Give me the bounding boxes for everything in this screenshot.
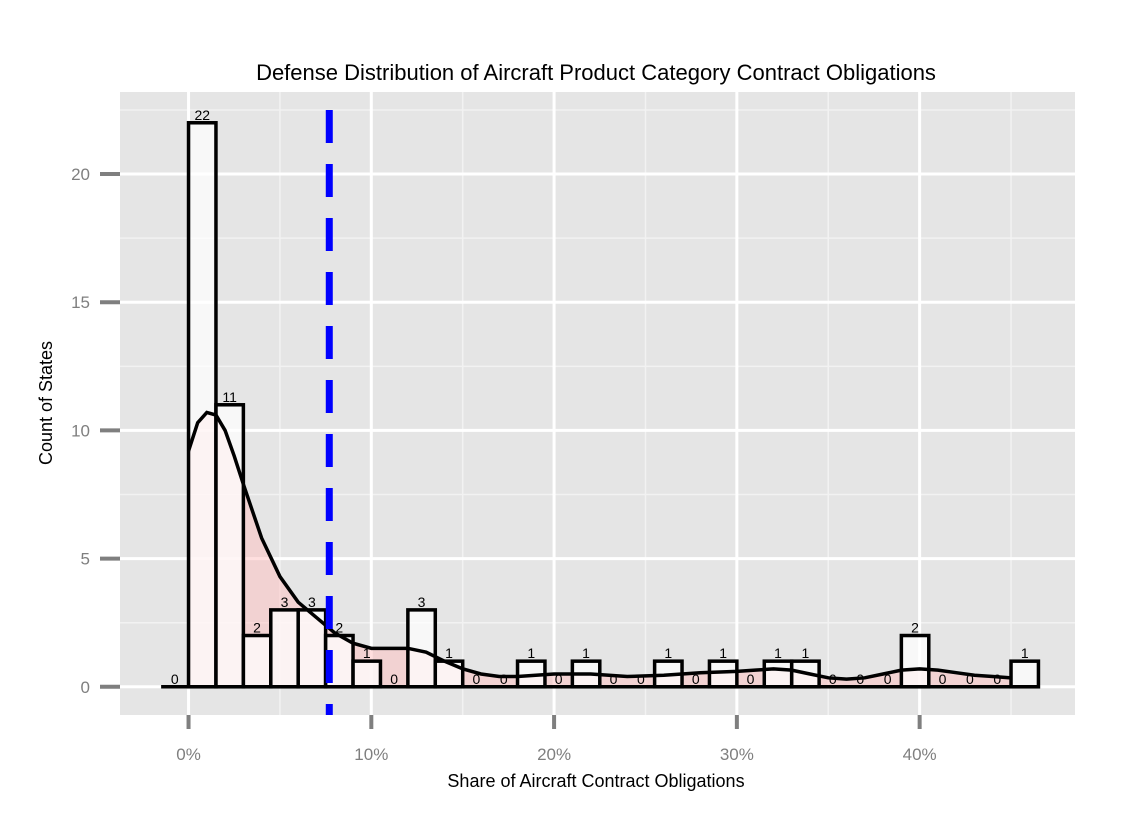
bar-count-label: 1 <box>664 645 672 661</box>
bar-count-label: 0 <box>171 671 179 687</box>
bar-count-label: 0 <box>884 671 892 687</box>
bar-count-label: 3 <box>418 594 426 610</box>
bar-count-label: 1 <box>527 645 535 661</box>
histogram-bar <box>1009 659 1041 689</box>
y-tick-label: 0 <box>81 678 90 697</box>
histogram-bar <box>433 659 465 689</box>
histogram-bar <box>351 659 383 689</box>
bar-count-label: 2 <box>335 620 343 636</box>
x-tick-label: 20% <box>537 745 571 764</box>
bar-count-label: 1 <box>774 645 782 661</box>
bar-count-label: 0 <box>692 671 700 687</box>
bar-count-label: 3 <box>308 594 316 610</box>
y-axis: 0 5 10 15 20 <box>71 165 120 697</box>
y-tick-label: 5 <box>81 550 90 569</box>
bar-count-label: 0 <box>555 671 563 687</box>
histogram-bar <box>762 659 794 689</box>
bar-count-label: 0 <box>500 671 508 687</box>
bar-count-label: 0 <box>747 671 755 687</box>
density-curve-line <box>186 410 1012 681</box>
x-tick-label: 30% <box>720 745 754 764</box>
bar-count-label: 0 <box>993 671 1001 687</box>
density-curve <box>186 410 1012 681</box>
bar-count-label: 11 <box>222 389 237 405</box>
bar-count-label: 1 <box>1021 645 1029 661</box>
bar-count-label: 0 <box>390 671 398 687</box>
bar-count-label: 0 <box>966 671 974 687</box>
x-axis: 0% 10% 20% 30% 40% <box>176 715 937 764</box>
minor-gridlines <box>120 92 1075 715</box>
histogram-bar <box>214 403 246 689</box>
bar-count-label: 1 <box>802 645 810 661</box>
bar-count-label: 0 <box>856 671 864 687</box>
bar-count-label: 1 <box>363 645 371 661</box>
x-tick-label: 10% <box>354 745 388 764</box>
y-tick-label: 20 <box>71 165 90 184</box>
bar-count-label: 0 <box>637 671 645 687</box>
x-tick-label: 40% <box>903 745 937 764</box>
histogram-bar <box>269 608 300 689</box>
y-axis-title: Count of States <box>36 341 56 465</box>
y-tick-label: 15 <box>71 293 90 312</box>
bar-count-label: 1 <box>719 645 727 661</box>
bar-count-label: 0 <box>610 671 618 687</box>
bar-count-label: 1 <box>445 645 453 661</box>
histogram-bar <box>186 121 218 689</box>
bar-count-label: 0 <box>473 671 481 687</box>
bar-count-label: 3 <box>281 594 289 610</box>
y-tick-label: 10 <box>71 421 90 440</box>
x-axis-title: Share of Aircraft Contract Obligations <box>447 771 744 791</box>
chart-title: Defense Distribution of Aircraft Product… <box>256 60 936 85</box>
histogram-bar <box>899 633 931 689</box>
bar-count-label: 2 <box>911 620 919 636</box>
x-tick-label: 0% <box>176 745 201 764</box>
histogram-bar <box>241 633 273 689</box>
bar-count-label: 22 <box>194 107 210 123</box>
bar-count-label: 2 <box>253 620 261 636</box>
bar-count-label: 0 <box>829 671 837 687</box>
bar-count-label: 0 <box>939 671 947 687</box>
bar-count-label: 1 <box>582 645 590 661</box>
